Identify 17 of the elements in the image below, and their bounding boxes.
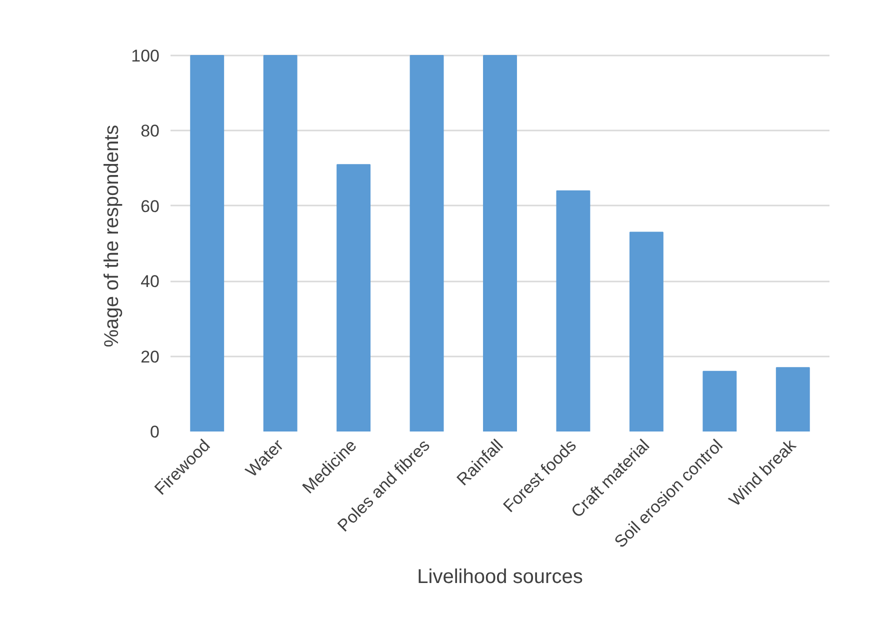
y-tick-label: 60 [140, 196, 160, 216]
bar [629, 232, 664, 432]
y-tick-label: 100 [131, 46, 160, 66]
bar [410, 55, 444, 432]
y-tick-label: 0 [150, 422, 160, 442]
bar [190, 55, 224, 432]
y-tick-label: 40 [140, 272, 160, 292]
bar [336, 164, 371, 432]
y-axis-title: %age of the respondents [101, 124, 124, 348]
bar [263, 55, 298, 432]
y-tick-label: 20 [140, 347, 160, 366]
bar [556, 190, 590, 432]
x-axis-title: Livelihood sources [417, 566, 583, 588]
bar [776, 367, 810, 432]
bar [483, 55, 517, 432]
y-tick-label: 80 [140, 122, 160, 141]
bar [702, 370, 737, 432]
